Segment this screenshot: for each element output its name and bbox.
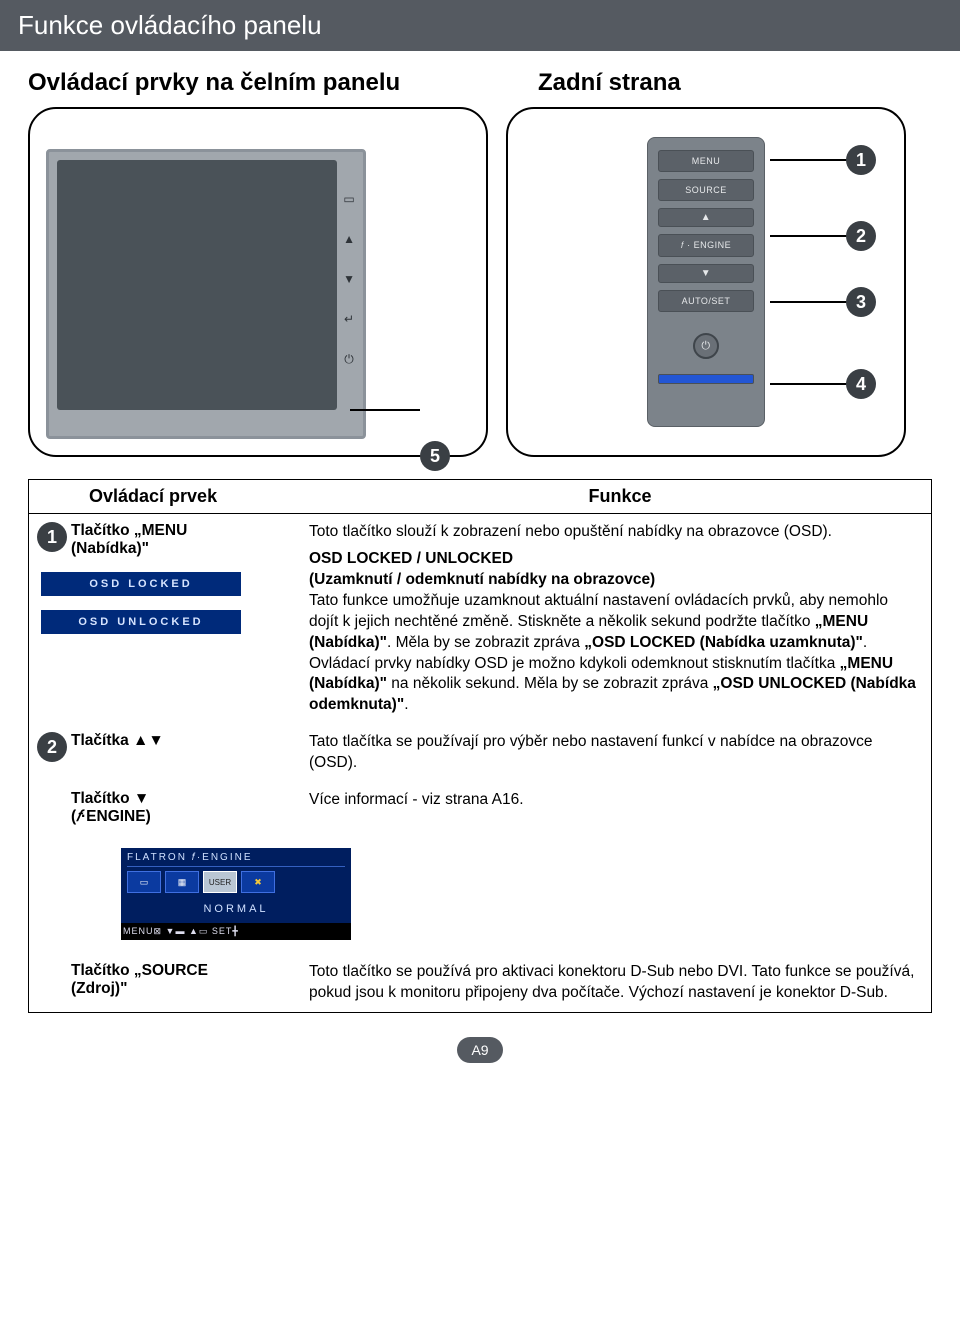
rear-menu-button: MENU [658,150,754,172]
row3-label: Tlačítko ▼ (𝑓·ENGINE) [71,786,309,830]
enter-icon: ↵ [344,312,354,326]
row4-l1: Tlačítko „SOURCE [71,962,305,980]
table-header: Ovládací prvek Funkce [29,480,931,514]
row1-d2-sub: (Uzamknutí / odemknutí nabídky na obrazo… [309,571,655,588]
callout-4: 4 [846,369,876,399]
content-area: Ovládací prvky na čelním panelu Zadní st… [0,51,960,1083]
page-number: A9 [457,1037,502,1063]
row3-l2-suf: ) [146,808,151,825]
flatron-icon-grid: ▦ [165,871,199,893]
diagrams-row: ▭ ▲ ▼ ↵ ⏻ 5 MENU SOURCE ▲ 𝑓 · ENGINE ▼ A… [28,107,932,457]
rear-fengine-button: 𝑓 · ENGINE [658,234,754,257]
row4-num [29,958,71,1008]
table-row-2: 2 Tlačítka ▲▼ Tato tlačítka se používají… [29,724,931,782]
row4-desc: Toto tlačítko se používá pro aktivaci ko… [309,958,931,1008]
row1-d2-b2b: na několik sekund. Měla by se zobrazit z… [387,675,713,692]
callout-1-circle: 1 [846,145,876,175]
rear-power-led [658,374,754,384]
callout-1-line [770,159,850,161]
osd-boxes: OSD LOCKED OSD UNLOCKED [41,572,305,634]
banner-title: Funkce ovládacího panelu [18,10,322,40]
rear-up-button: ▲ [658,208,754,227]
callout-5-line [350,409,420,411]
row1-label-l2: (Nabídka)" [71,540,305,558]
flatron-icon-monitor: ▭ [127,871,161,893]
flatron-icons: ▭ ▦ USER ✖ [127,867,345,897]
page-banner: Funkce ovládacího panelu [0,0,960,51]
table-row-4: Tlačítko „SOURCE (Zdroj)" Toto tlačítko … [29,954,931,1012]
row3-l1: Tlačítko ▼ [71,790,149,807]
row3-num [29,786,71,830]
callout-2-circle: 2 [846,221,876,251]
row1-desc2: OSD LOCKED / UNLOCKED (Uzamknutí / odemk… [309,549,919,716]
table-row-flatron: FLATRON 𝑓·ENGINE ▭ ▦ USER ✖ NORMAL MENU⊠… [29,834,931,954]
flatron-normal: NORMAL [127,897,345,923]
front-panel-diagram: ▭ ▲ ▼ ↵ ⏻ 5 [28,107,488,457]
rear-power-button: ⏻ [693,333,719,359]
row3-desc: Více informací - viz strana A16. [309,786,931,830]
header-function: Funkce [309,480,931,513]
row1-label-l1: Tlačítko „MENU [71,522,305,540]
flatron-icon-user: USER [203,871,237,893]
section-titles: Ovládací prvky na čelním panelu Zadní st… [28,69,932,97]
row1-desc: Toto tlačítko slouží k zobrazení nebo op… [309,518,931,720]
row2-desc: Tato tlačítka se používají pro výběr neb… [309,728,931,778]
table-row-3: Tlačítko ▼ (𝑓·ENGINE) Více informací - v… [29,782,931,834]
row1-label: Tlačítko „MENU (Nabídka)" OSD LOCKED OSD… [71,518,309,720]
front-panel-heading: Ovládací prvky na čelním panelu [28,69,488,97]
power-icon: ⏻ [344,352,354,367]
row4-l2: (Zdroj)" [71,980,305,998]
row4-label: Tlačítko „SOURCE (Zdroj)" [71,958,309,1008]
rear-panel-diagram: MENU SOURCE ▲ 𝑓 · ENGINE ▼ AUTO/SET ⏻ 1 … [506,107,906,457]
callout-5-circle: 5 [420,441,450,471]
row1-d2-b2c: . [404,696,408,713]
row3-l2-eng: ·ENGINE [81,808,146,825]
callout-3-circle: 3 [846,287,876,317]
rear-source-button: SOURCE [658,179,754,201]
page-footer: A9 [28,1037,932,1063]
flatron-wrap: FLATRON 𝑓·ENGINE ▭ ▦ USER ✖ NORMAL MENU⊠… [71,838,931,950]
flatron-engine-box: FLATRON 𝑓·ENGINE ▭ ▦ USER ✖ NORMAL MENU⊠… [121,848,351,940]
down-arrow-icon: ▼ [343,272,355,286]
rear-heading: Zadní strana [498,69,818,97]
row2-num: 2 [29,728,71,778]
row1-num-circle: 1 [37,522,67,552]
row2-label: Tlačítka ▲▼ [71,728,309,778]
callout-2: 2 [846,221,876,251]
osd-locked-box: OSD LOCKED [41,572,241,596]
flatron-title: FLATRON 𝑓·ENGINE [127,852,345,867]
flatron-icon-x: ✖ [241,871,275,893]
rear-autoset-button: AUTO/SET [658,290,754,312]
rear-down-button: ▼ [658,264,754,283]
front-screen: ▭ ▲ ▼ ↵ ⏻ [46,149,366,439]
rear-button-column: MENU SOURCE ▲ 𝑓 · ENGINE ▼ AUTO/SET ⏻ [647,137,765,427]
callout-1: 1 [846,145,876,175]
callout-3-line [770,301,850,303]
row1-d2-title: OSD LOCKED / UNLOCKED [309,550,513,567]
front-side-icons: ▭ ▲ ▼ ↵ ⏻ [343,192,355,367]
callout-5: 5 [420,441,450,471]
row1-d2-b1: Tato funkce umožňuje uzamknout aktuální … [309,592,888,630]
flatron-numcol [29,838,71,950]
osd-unlocked-box: OSD UNLOCKED [41,610,241,634]
header-control: Ovládací prvek [29,480,309,513]
menu-glyph-icon: ▭ [343,192,354,206]
row1-d2-b1b: . Měla by se zobrazit zpráva [387,634,584,651]
screen-dark-area [57,160,337,410]
callout-2-line [770,235,850,237]
table-row-1: 1 Tlačítko „MENU (Nabídka)" OSD LOCKED O… [29,514,931,724]
function-table: Ovládací prvek Funkce 1 Tlačítko „MENU (… [28,479,932,1013]
up-arrow-icon: ▲ [343,232,355,246]
callout-4-circle: 4 [846,369,876,399]
flatron-bottom: MENU⊠ ▼▬ ▲▭ SET╋ [121,923,351,940]
callout-4-line [770,383,850,385]
row2-num-circle: 2 [37,732,67,762]
row1-desc1: Toto tlačítko slouží k zobrazení nebo op… [309,522,919,543]
row1-locked: „OSD LOCKED (Nabídka uzamknuta)" [584,634,863,651]
callout-3: 3 [846,287,876,317]
